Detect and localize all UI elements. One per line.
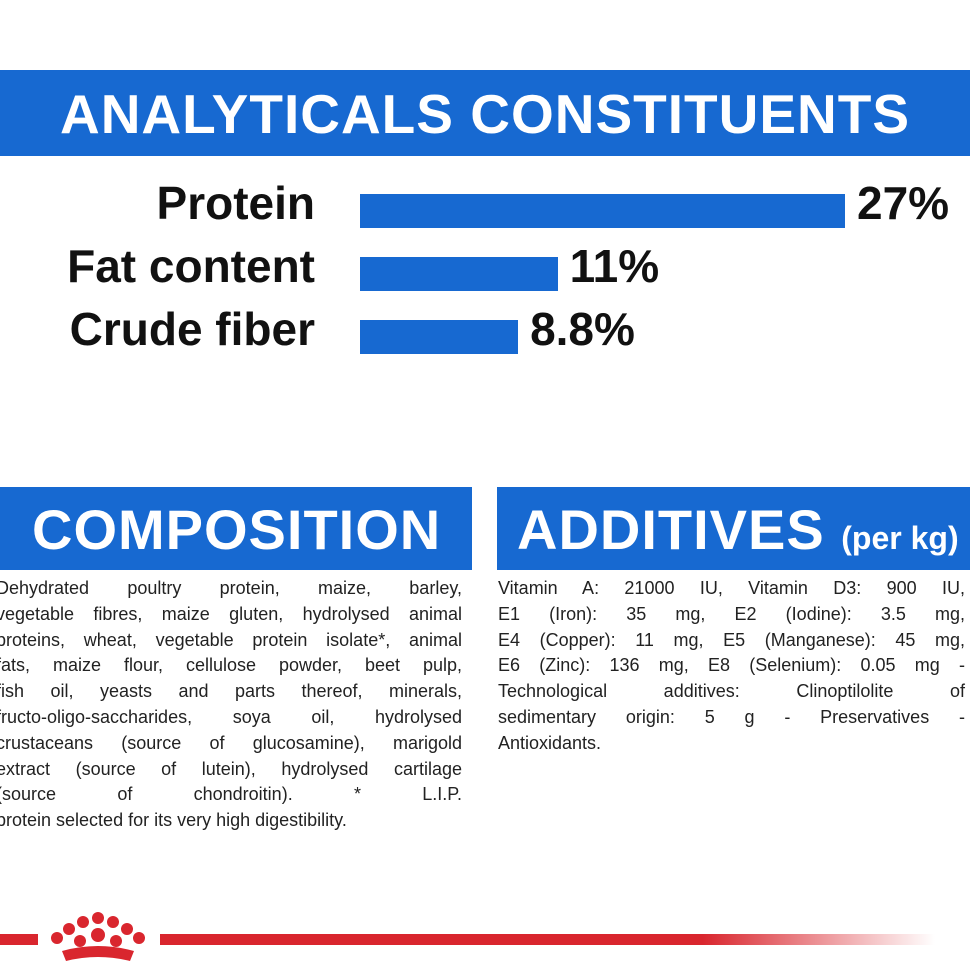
text-line: Antioxidants. xyxy=(498,732,602,753)
bar xyxy=(360,320,519,354)
text-line: vegetable fibres, maize gluten, hydrolys… xyxy=(0,603,462,624)
text-line: E4 (Copper): 11 mg, E5 (Manganese): 45 m… xyxy=(498,629,965,650)
category-label: Fat content xyxy=(67,240,315,292)
additives-header: ADDITIVES (per kg) xyxy=(497,487,970,570)
text-line: fructo-oligo-saccharides, soya oil, hydr… xyxy=(0,706,462,727)
category-label: Crude fiber xyxy=(69,303,315,355)
text-line: extract (source of lutein), hydrolysed c… xyxy=(0,758,462,779)
text-line: (source of chondroitin). * L.I.P. xyxy=(0,784,462,805)
crown-logo xyxy=(51,912,145,961)
text-line: Vitamin A: 21000 IU, Vitamin D3: 900 IU, xyxy=(498,578,965,598)
text-line: Dehydrated poultry protein, maize, barle… xyxy=(0,578,462,598)
brand-line xyxy=(0,934,38,945)
additives-title: ADDITIVES xyxy=(517,498,825,561)
text-line: proteins, wheat, vegetable protein isola… xyxy=(0,629,462,650)
value-label: 11% xyxy=(569,240,660,292)
additives-text: Vitamin A: 21000 IU, Vitamin D3: 900 IU,… xyxy=(498,576,965,757)
chart-title: ANALYTICALS CONSTITUENTS xyxy=(0,70,970,156)
text-line: Technological additives: Clinoptilolite … xyxy=(498,681,965,702)
brand-footer xyxy=(0,912,935,961)
brand-line xyxy=(160,934,935,945)
bar xyxy=(360,194,845,228)
value-label: 27% xyxy=(857,177,950,229)
text-line: fish oil, yeasts and parts thereof, mine… xyxy=(0,681,462,702)
additives-subtitle: (per kg) xyxy=(841,520,959,556)
bar xyxy=(360,257,558,291)
text-line: fats, maize flour, cellulose powder, bee… xyxy=(0,655,462,676)
text-line: E6 (Zinc): 136 mg, E8 (Selenium): 0.05 m… xyxy=(498,655,965,676)
text-line: protein selected for its very high diges… xyxy=(0,810,347,831)
category-label: Protein xyxy=(156,177,315,229)
text-line: crustaceans (source of glucosamine), mar… xyxy=(0,732,462,753)
composition-title: COMPOSITION xyxy=(0,487,472,570)
composition-text: Dehydrated poultry protein, maize, barle… xyxy=(0,576,462,834)
value-label: 8.8% xyxy=(530,303,635,355)
text-line: sedimentary origin: 5 g - Preservatives … xyxy=(498,706,965,727)
text-line: E1 (Iron): 35 mg, E2 (Iodine): 3.5 mg, xyxy=(498,603,965,624)
